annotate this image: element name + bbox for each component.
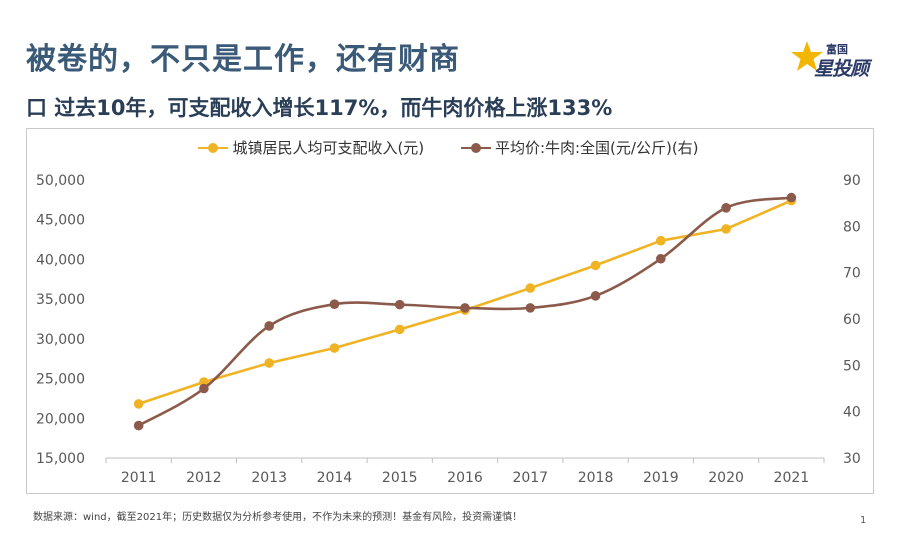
data-point-income <box>264 358 274 368</box>
data-point-beef <box>590 291 601 301</box>
y-left-tick-label: 40,000 <box>36 252 85 268</box>
x-tick-label: 2015 <box>382 470 418 486</box>
x-tick-label: 2017 <box>512 470 548 486</box>
chart-panel <box>26 128 874 494</box>
y-right-tick-label: 50 <box>843 358 861 374</box>
logo-top-text: 富国 <box>826 43 848 56</box>
x-tick-label: 2019 <box>643 470 679 486</box>
data-point-income <box>656 235 666 246</box>
data-point-income <box>590 260 601 271</box>
data-point-beef <box>525 303 536 313</box>
x-tick-label: 2012 <box>186 470 222 486</box>
y-right-tick-label: 90 <box>843 173 861 189</box>
y-left-tick-label: 20,000 <box>36 411 85 427</box>
footnote: 数据来源：wind，截至2021年；历史数据仅为分析参考使用，不作为未来的预测！… <box>33 512 523 523</box>
data-point-beef <box>133 420 144 431</box>
chart-legend: 城镇居民人均可支配收入(元) 平均价:牛肉:全国(元/公斤)(右) <box>0 137 897 158</box>
legend-label-income: 城镇居民人均可支配收入(元) <box>232 139 425 157</box>
x-tick-label: 2016 <box>447 470 483 486</box>
y-left-tick-label: 15,000 <box>36 451 85 467</box>
data-point-income <box>329 343 340 353</box>
y-right-tick-label: 60 <box>843 312 861 328</box>
y-left-tick-label: 45,000 <box>36 213 85 229</box>
y-left-tick-label: 35,000 <box>36 292 85 308</box>
page-title: 被卷的，不只是工作，还有财商 <box>26 42 460 77</box>
data-point-beef <box>721 203 731 213</box>
x-tick-label: 2021 <box>774 470 810 486</box>
legend-marker-income <box>198 142 229 153</box>
y-left-tick-label: 25,000 <box>36 372 85 388</box>
page-number: 1 <box>860 515 867 526</box>
y-right-tick-label: 40 <box>843 405 861 421</box>
data-point-beef <box>460 303 470 313</box>
data-point-income <box>394 324 405 335</box>
data-point-beef <box>394 299 405 310</box>
x-tick-label: 2013 <box>251 470 287 486</box>
y-right-tick-label: 70 <box>843 266 861 282</box>
x-tick-label: 2018 <box>578 470 614 486</box>
data-point-income <box>721 224 731 234</box>
y-right-tick-label: 80 <box>843 219 861 235</box>
x-tick-label: 2014 <box>317 470 353 486</box>
x-tick-label: 2011 <box>121 470 157 486</box>
star-icon <box>791 41 823 71</box>
data-point-beef <box>786 192 797 203</box>
data-point-income <box>525 283 536 293</box>
legend-item-income: 城镇居民人均可支配收入(元) <box>198 137 424 158</box>
data-point-beef <box>264 321 274 331</box>
legend-item-beef: 平均价:牛肉:全国(元/公斤)(右) <box>460 137 699 158</box>
data-point-beef <box>329 299 340 309</box>
legend-marker-beef <box>460 142 491 153</box>
y-left-tick-label: 30,000 <box>36 332 85 348</box>
y-right-tick-label: 30 <box>843 451 861 467</box>
data-point-beef <box>656 253 666 264</box>
brand-logo: 富国 星投顾 <box>790 38 890 88</box>
data-point-beef <box>199 383 209 394</box>
data-point-income <box>133 399 144 409</box>
y-left-tick-label: 50,000 <box>36 173 85 189</box>
logo-brand-text: 星投顾 <box>814 58 869 80</box>
legend-label-beef: 平均价:牛肉:全国(元/公斤)(右) <box>494 139 699 157</box>
page-subtitle: 口 过去10年，可支配收入增长117%，而牛肉价格上涨133% <box>26 96 613 120</box>
x-tick-label: 2020 <box>708 470 744 486</box>
